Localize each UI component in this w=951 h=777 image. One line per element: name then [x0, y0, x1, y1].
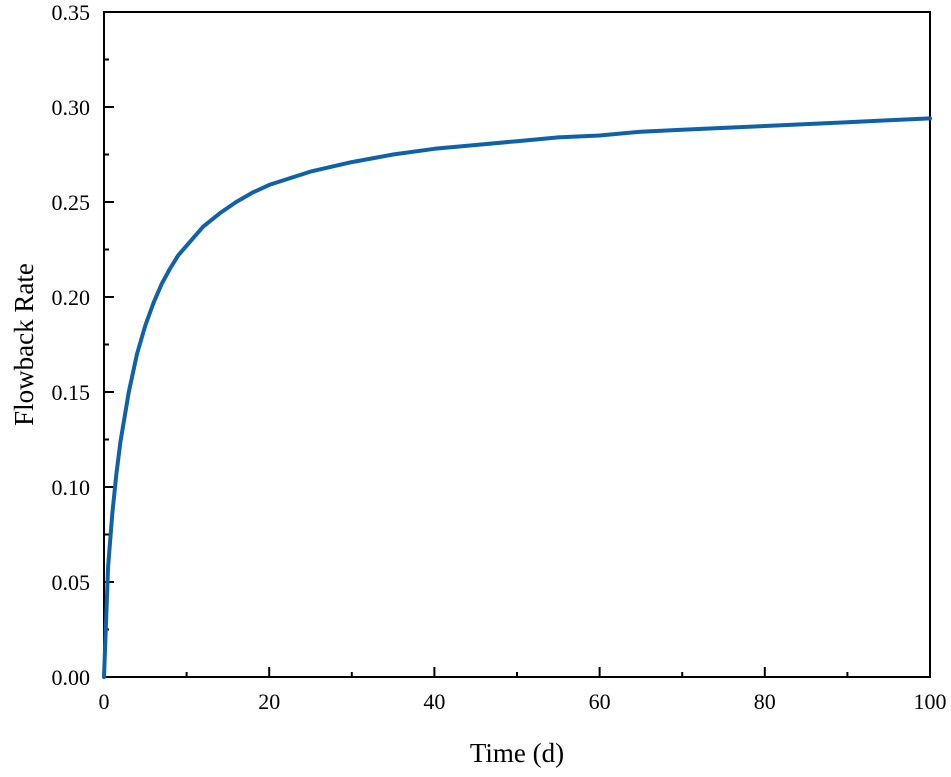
y-tick-label: 0.20	[52, 285, 91, 310]
x-tick-label: 100	[914, 689, 947, 714]
x-axis-title: Time (d)	[470, 738, 564, 768]
flowback-rate-series-line	[102, 116, 932, 679]
plot-area: 0 20 40 60 80 100 0.00 0.05 0.10 0.15 0.20 0.25 0.3…	[52, 0, 947, 714]
y-tick-label: 0.10	[52, 475, 91, 500]
x-axis-ticks: 0 20 40 60 80 100	[99, 667, 947, 714]
x-tick-label: 60	[589, 689, 611, 714]
x-tick-label: 20	[258, 689, 280, 714]
y-axis-title: Flowback Rate	[9, 263, 39, 426]
plot-frame	[103, 11, 931, 678]
y-tick-label: 0.30	[52, 95, 91, 120]
x-tick-label: 40	[423, 689, 445, 714]
x-tick-label: 80	[754, 689, 776, 714]
y-tick-label: 0.05	[52, 570, 91, 595]
y-axis-ticks: 0.00 0.05 0.10 0.15 0.20 0.25 0.30 0.35	[52, 0, 114, 690]
x-tick-label: 0	[99, 689, 110, 714]
y-tick-label: 0.25	[52, 190, 91, 215]
y-tick-label: 0.15	[52, 380, 91, 405]
y-tick-label: 0.00	[52, 665, 91, 690]
y-tick-label: 0.35	[52, 0, 91, 25]
series-layer	[102, 116, 932, 679]
